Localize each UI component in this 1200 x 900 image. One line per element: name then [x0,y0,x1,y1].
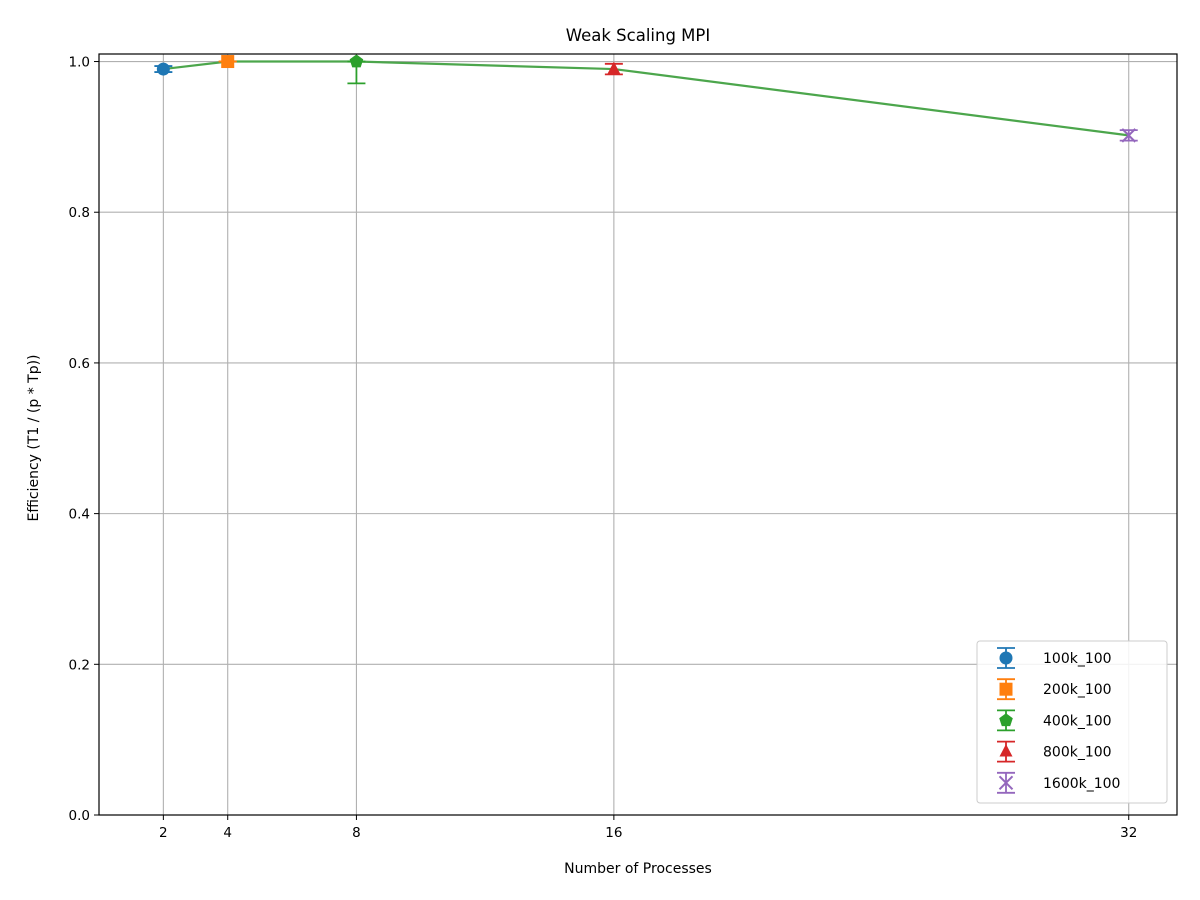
legend-label: 1600k_100 [1043,776,1120,792]
series-point [218,55,237,69]
x-axis: 2 4 8 16 32 [159,815,1137,841]
marker-triangle [999,744,1013,757]
marker-x-stroke [1121,128,1136,143]
plot-frame [98,53,1178,816]
y-tick-label: 0.8 [69,205,90,221]
series-point [1119,128,1138,143]
series-layer [154,54,1138,143]
marker-pentagon [349,54,364,68]
legend-box [976,640,1168,804]
legend-entry: 800k_100 [997,740,1112,763]
y-tick-label: 0.4 [69,507,90,523]
x-axis-label: Number of Processes [564,861,712,877]
y-axis-label: Efficiency (T1 / (p * Tp)) [26,354,42,521]
legend-label: 800k_100 [1043,745,1112,761]
legend: 100k_100 200k_100 400k_100 800k_100 1600k_10… [976,640,1168,804]
y-tick-label: 1.0 [69,55,90,71]
marker-square [999,682,1013,696]
marker-square [221,55,235,69]
grid [99,54,1177,816]
x-tick-label: 16 [605,825,622,841]
marker-x-stroke [998,775,1014,791]
y-tick-label: 0.0 [69,808,90,824]
legend-label: 200k_100 [1043,682,1112,698]
marker-circle [156,62,170,76]
series-point [154,62,173,76]
legend-entry: 400k_100 [997,709,1112,732]
series-point [604,61,623,76]
chart-title: Weak Scaling MPI [566,26,710,45]
y-tick-label: 0.2 [69,657,90,673]
y-tick-label: 0.6 [69,356,90,372]
marker-circle [999,651,1013,665]
x-tick-label: 2 [159,825,168,841]
x-tick-label: 32 [1120,825,1137,841]
legend-entry: 200k_100 [997,678,1112,701]
marker-triangle [607,61,621,74]
legend-label: 100k_100 [1043,651,1112,667]
x-tick-label: 8 [352,825,361,841]
x-tick-label: 4 [223,825,232,841]
legend-entry: 100k_100 [997,647,1112,669]
series-point [347,54,366,85]
marker-pentagon [999,713,1013,727]
y-axis: 0.0 0.2 0.4 0.6 0.8 1.0 [69,55,99,824]
legend-entry: 1600k_100 [997,771,1120,794]
legend-label: 400k_100 [1043,713,1112,729]
